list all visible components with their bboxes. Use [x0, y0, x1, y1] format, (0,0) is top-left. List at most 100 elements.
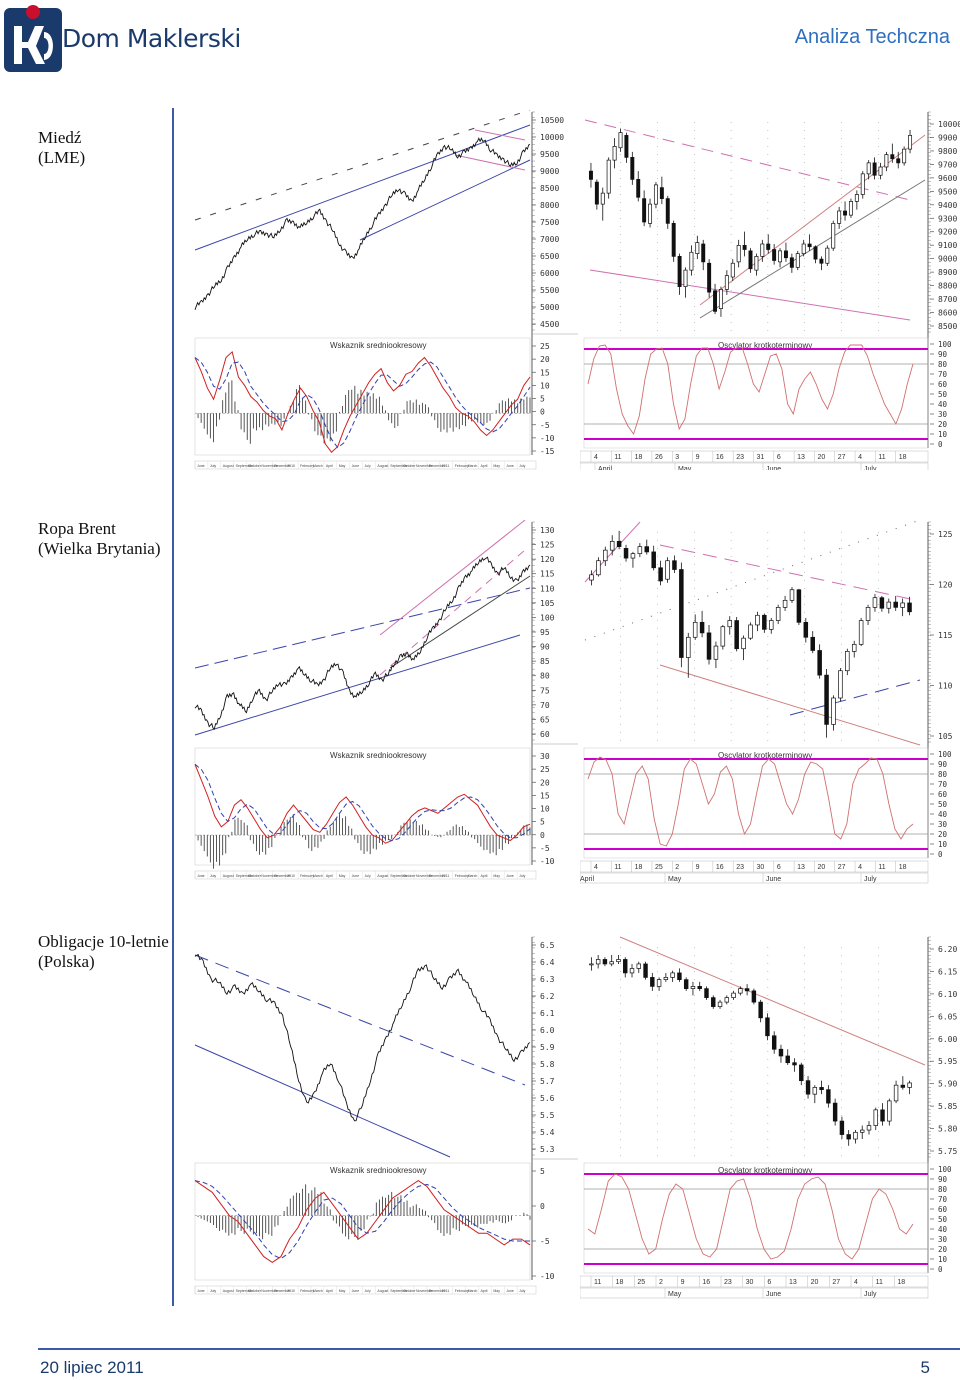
- short-price-tick-label: 6.15: [938, 967, 957, 976]
- trend-line: [194, 124, 531, 251]
- candle-body: [839, 1120, 845, 1135]
- candle-body: [805, 1080, 811, 1095]
- candle-body: [624, 135, 629, 158]
- day-label: 4: [858, 454, 862, 461]
- day-label: 11: [876, 1279, 883, 1286]
- trend-line: [194, 110, 531, 221]
- candle-body: [612, 146, 617, 161]
- price-tick-label: 115: [540, 570, 555, 579]
- candle-body: [713, 645, 719, 660]
- month-label: February: [455, 1289, 469, 1293]
- candle-body: [734, 620, 739, 650]
- candle-body: [690, 986, 696, 989]
- section-label-bonds: Obligacje 10-letnie (Polska): [38, 932, 169, 972]
- candle-body: [775, 607, 781, 621]
- month-label: August: [377, 464, 388, 468]
- month-label: December: [429, 874, 446, 878]
- month-label: May: [668, 1291, 682, 1298]
- candle-body: [609, 541, 615, 551]
- candle-body: [648, 203, 653, 224]
- candle-body: [689, 251, 694, 271]
- candle-body: [884, 154, 889, 168]
- month-label: April: [326, 1289, 333, 1293]
- candle-body: [817, 650, 822, 676]
- candle-body: [907, 1082, 912, 1088]
- day-label: 25: [655, 864, 663, 871]
- price-tick-label: 8000: [540, 201, 559, 210]
- day-label: 11: [614, 454, 621, 461]
- oscillator-tick-label: 90: [938, 760, 948, 769]
- price-line: [194, 953, 531, 1122]
- month-label: October: [249, 874, 262, 878]
- page-footer: 20 lipiec 2011 5: [0, 1348, 960, 1380]
- candle-body: [704, 988, 709, 998]
- short-price-tick-label: 9300: [938, 214, 957, 223]
- month-label: July: [365, 874, 371, 878]
- candle-body: [755, 614, 760, 626]
- candle-body: [720, 626, 726, 647]
- oscillator-title: Oscylator krotkoterminowy: [718, 341, 812, 350]
- month-label: April: [480, 464, 487, 468]
- candle-body: [651, 551, 656, 569]
- candle-body: [589, 963, 594, 966]
- candle-body: [778, 250, 783, 263]
- month-label: September: [390, 874, 408, 878]
- price-tick-label: 100: [540, 613, 555, 622]
- candle-body: [701, 243, 706, 263]
- copper-short-chart: 10000 9900 9800 9700 9600 9500 9400 9300 9200 910…: [580, 110, 960, 470]
- candle-body: [873, 1109, 878, 1126]
- candle-body: [799, 1064, 804, 1082]
- trend-line: [194, 1044, 451, 1158]
- candle-body: [677, 972, 682, 981]
- day-label: 30: [746, 1279, 754, 1286]
- candle-body: [741, 637, 746, 650]
- short-price-tick-label: 9200: [938, 228, 957, 237]
- month-label: December: [429, 1289, 446, 1293]
- price-tick-label: 5.5: [540, 1111, 555, 1120]
- candle-body: [795, 253, 800, 268]
- short-price-tick-label: 9600: [938, 174, 957, 183]
- day-label: 16: [716, 454, 724, 461]
- candle-body: [594, 181, 599, 205]
- price-tick-label: 5.6: [540, 1094, 555, 1103]
- month-label: 2011: [442, 874, 450, 878]
- price-tick-label: 4500: [540, 320, 559, 329]
- candle-body: [851, 643, 857, 652]
- brent-long-chart: 130 125 120 115 110 105 100 95 90 85 80 75 70 65 60 Wsk…: [190, 520, 580, 885]
- day-label: 13: [789, 1279, 797, 1286]
- month-label: October: [403, 464, 416, 468]
- short-price-tick-label: 5.90: [938, 1080, 957, 1089]
- indicator-tick-label: 10: [540, 805, 550, 814]
- month-label: July: [864, 876, 877, 883]
- indicator-tick-label: -10: [540, 857, 555, 866]
- bonds-short-chart-svg: 6.20 6.15 6.10 6.05 6.00 5.95 5.90 5.85 5.80 5.75…: [580, 936, 957, 1299]
- indicator-tick-label: -5: [540, 421, 550, 430]
- oscillator-tick-label: 90: [938, 350, 948, 359]
- price-tick-label: 105: [540, 599, 555, 608]
- month-label-strip: [580, 872, 929, 884]
- candle-body: [782, 599, 788, 608]
- section-divider: [172, 108, 174, 1306]
- trend-line: [454, 154, 526, 171]
- short-price-tick-label: 5.80: [938, 1125, 957, 1134]
- candle-body: [718, 289, 723, 309]
- short-price-tick-label: 5.85: [938, 1102, 957, 1111]
- month-label: February: [300, 874, 314, 878]
- candle-body: [642, 198, 647, 223]
- price-tick-label: 6.5: [540, 941, 555, 950]
- bonds-long-chart: 6.5 6.4 6.3 6.2 6.1 6.0 5.9 5.8 5.7 5.6 5.5 5.4 5.3 W…: [190, 935, 580, 1300]
- pko-logo: [4, 2, 244, 74]
- candle-body: [659, 187, 664, 199]
- month-label: December: [274, 874, 291, 878]
- brand-name: Dom Maklerski: [62, 24, 241, 53]
- short-price-tick-label: 6.20: [938, 945, 957, 954]
- day-label: 25: [637, 1279, 645, 1286]
- candle-body: [670, 972, 675, 978]
- price-tick-label: 6500: [540, 252, 559, 261]
- candle-body: [872, 597, 878, 608]
- candle-body: [595, 959, 601, 965]
- section-title-line: (Wielka Brytania): [38, 539, 161, 558]
- candle-body: [831, 223, 836, 249]
- candle-body: [630, 157, 635, 180]
